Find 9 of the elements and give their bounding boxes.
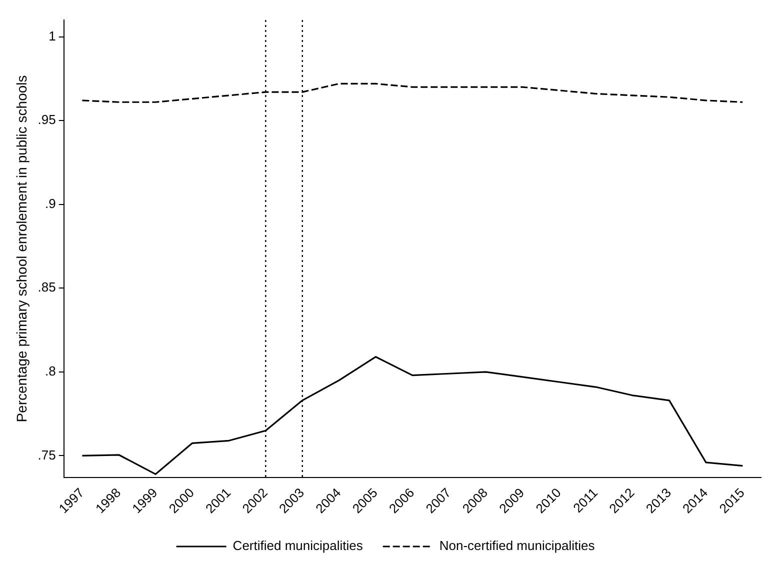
- y-tick-label: .85: [38, 280, 56, 295]
- y-tick-label: .8: [45, 364, 56, 379]
- y-tick-label: .9: [45, 196, 56, 211]
- y-axis-title: Percentage primary school enrolement in public schools: [13, 75, 30, 422]
- legend-label: Certified municipalities: [232, 538, 364, 554]
- y-tick-label: .75: [38, 447, 56, 462]
- y-tick-label: .95: [38, 112, 56, 128]
- y-tick-label: 1: [48, 28, 56, 44]
- legend-label: Non-certified municipalities: [439, 538, 596, 554]
